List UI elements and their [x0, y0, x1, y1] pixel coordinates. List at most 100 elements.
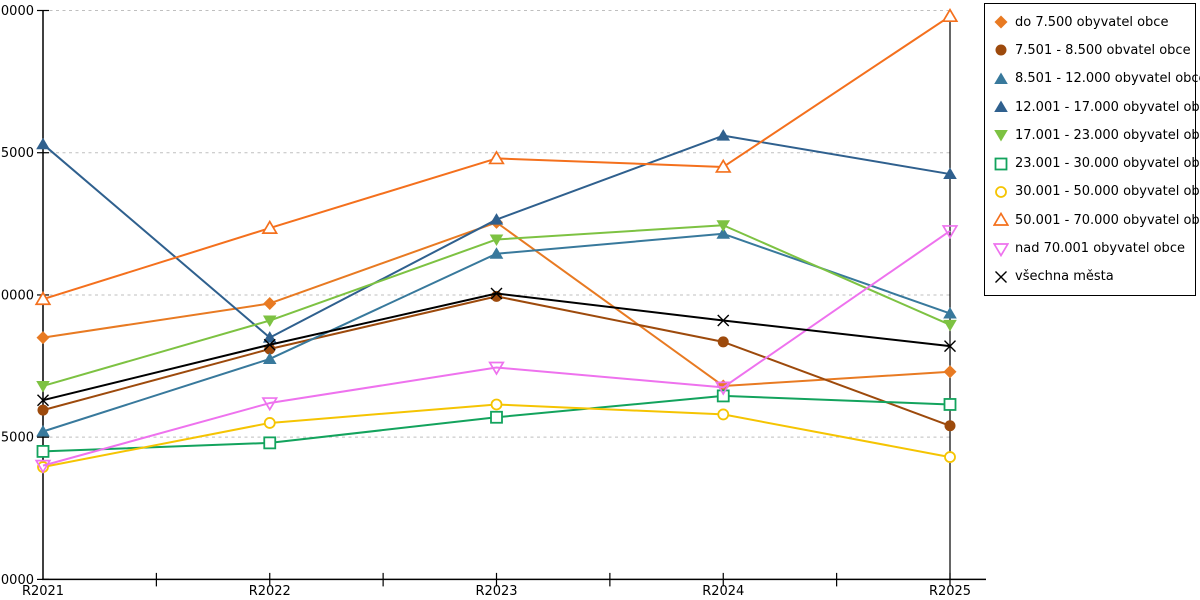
y-tick-label: 25000 [0, 146, 34, 161]
legend-label: 7.501 - 8.500 obvatel obce [1015, 42, 1191, 58]
triangle-up-open-marker-icon [941, 8, 959, 23]
diamond-filled-marker-icon [36, 331, 50, 345]
triangle-down-open-marker-icon [993, 242, 1009, 257]
legend-item-23001-30000: 23.001 - 30.000 obyvatel obc... [993, 149, 1200, 177]
square-open-marker-icon [263, 436, 277, 450]
triangle-up-filled-marker-icon [943, 167, 957, 180]
y-tick-label: 15000 [0, 431, 34, 446]
legend-label: všechna města [1015, 269, 1114, 285]
circle-filled-marker-icon [717, 336, 729, 348]
triangle-up-filled-marker-icon [36, 137, 50, 150]
triangle-up-filled-marker-icon [489, 213, 504, 225]
legend-item-17001-23000: 17.001 - 23.000 obyvatel obc... [993, 121, 1200, 149]
x-marker-icon [995, 270, 1007, 283]
triangle-down-open-marker-icon [488, 361, 505, 376]
legend-item-12001-17000: 12.001 - 17.000 obyvatel obc... [993, 93, 1200, 121]
square-open-marker-icon [943, 398, 957, 411]
triangle-up-open-marker-icon [261, 219, 279, 234]
triangle-down-filled-marker-icon [36, 380, 50, 393]
legend-label: 17.001 - 23.000 obyvatel obc... [1015, 127, 1200, 143]
triangle-up-marker-icon [994, 72, 1008, 84]
circle-filled-marker-icon [995, 44, 1007, 56]
diamond-filled-marker-icon [943, 365, 957, 379]
legend-label: 12.001 - 17.000 obyvatel obc... [1015, 99, 1200, 115]
y-tick-label: 10000 [0, 573, 34, 588]
series-9 [37, 287, 956, 407]
square-open-marker-icon [36, 444, 50, 458]
square-open-marker-icon [994, 157, 1008, 171]
legend-item-vsechna-mesta: všechna města [993, 263, 1195, 291]
legend-item-7501-8500: 7.501 - 8.500 obvatel obce [993, 36, 1195, 64]
legend-label: 50.001 - 70.000 obyvatel obc... [1015, 212, 1200, 228]
triangle-down-open-marker-icon [993, 242, 1009, 257]
legend-label: do 7.500 obyvatel obce [1015, 14, 1169, 30]
triangle-up-open-marker-icon [34, 291, 52, 306]
triangle-down-marker-icon [994, 130, 1008, 142]
triangle-down-open-marker-icon [261, 397, 279, 412]
x-marker-icon [263, 338, 276, 351]
circle-filled-marker-icon [37, 404, 49, 416]
x-marker-icon [490, 287, 503, 300]
triangle-down-open-marker-icon [34, 459, 52, 474]
circle-open-marker-icon [944, 451, 956, 463]
square-open-marker-icon [490, 410, 503, 424]
series-7 [34, 8, 959, 306]
diamond-filled-marker-icon [994, 15, 1008, 29]
triangle-down-filled-marker-icon [716, 220, 731, 232]
circle-open-marker-icon [263, 417, 276, 429]
x-tick-label: R2022 [249, 584, 291, 599]
circle-filled-marker-icon [491, 290, 502, 302]
series-6 [37, 398, 956, 473]
diamond-marker-icon [994, 15, 1008, 29]
triangle-up-filled-marker-icon [489, 247, 504, 259]
square-open-marker-icon [716, 389, 730, 403]
triangle-down-filled-marker-icon [994, 130, 1008, 142]
triangle-up-filled-marker-icon [262, 352, 277, 364]
legend-label: 23.001 - 30.000 obyvatel obc... [1015, 156, 1200, 172]
x-marker-icon [37, 394, 49, 407]
x-marker-icon [995, 270, 1007, 283]
triangle-up-filled-marker-icon [716, 129, 731, 141]
circle-open-marker-icon [490, 398, 503, 411]
series-5 [36, 389, 957, 458]
legend-item-50001-70000: 50.001 - 70.000 obyvatel obc... [993, 206, 1200, 234]
triangle-up-filled-marker-icon [36, 424, 50, 437]
series-8 [34, 225, 959, 474]
x-tick-label: R2025 [929, 584, 971, 599]
triangle-up-open-marker-icon [714, 158, 732, 173]
y-tick-label: 20000 [0, 288, 34, 303]
triangle-up-filled-marker-icon [994, 100, 1008, 113]
triangle-up-filled-marker-icon [994, 72, 1008, 84]
triangle-up-filled-marker-icon [716, 227, 731, 239]
triangle-down-filled-marker-icon [943, 319, 957, 332]
triangle-down-open-marker-icon [941, 225, 959, 240]
axes: 30000 25000 20000 15000 10000R2021 R2022 R2023… [0, 4, 986, 599]
x-tick-label: R2021 [22, 584, 64, 599]
legend-label: nad 70.001 obyvatel obce [1015, 241, 1185, 257]
triangle-up-marker-icon [994, 100, 1008, 113]
legend-label: 8.501 - 12.000 obyvatel obce [1015, 71, 1200, 87]
circle-open-marker-icon [717, 408, 730, 421]
legend-item-8501-12000: 8.501 - 12.000 obyvatel obce [993, 65, 1200, 93]
triangle-up-open-marker-icon [488, 150, 505, 165]
triangle-up-filled-marker-icon [262, 331, 277, 343]
triangle-up-open-marker-icon [993, 212, 1009, 227]
legend-item-nad-70001: nad 70.001 obyvatel obce [993, 234, 1195, 262]
circle-filled-marker-icon [944, 420, 956, 432]
x-marker-icon [717, 314, 730, 327]
legend-item-30001-50000: 30.001 - 50.000 obyvatel obc... [993, 178, 1200, 206]
triangle-down-filled-marker-icon [489, 234, 504, 246]
x-tick-label: R2023 [475, 584, 517, 599]
legend: do 7.500 obyvatel obce 7.501 - 8.500 obv… [984, 3, 1200, 296]
legend-item-do-7500: do 7.500 obyvatel obce [993, 8, 1195, 36]
diamond-filled-marker-icon [263, 296, 277, 310]
square-open-marker-icon [994, 157, 1008, 171]
x-marker-icon [944, 340, 956, 353]
x-tick-label: R2024 [702, 584, 744, 599]
circle-open-marker-icon [995, 186, 1007, 198]
triangle-down-open-marker-icon [714, 381, 732, 396]
triangle-up-open-marker-icon [993, 212, 1009, 227]
y-tick-label: 30000 [0, 4, 34, 19]
